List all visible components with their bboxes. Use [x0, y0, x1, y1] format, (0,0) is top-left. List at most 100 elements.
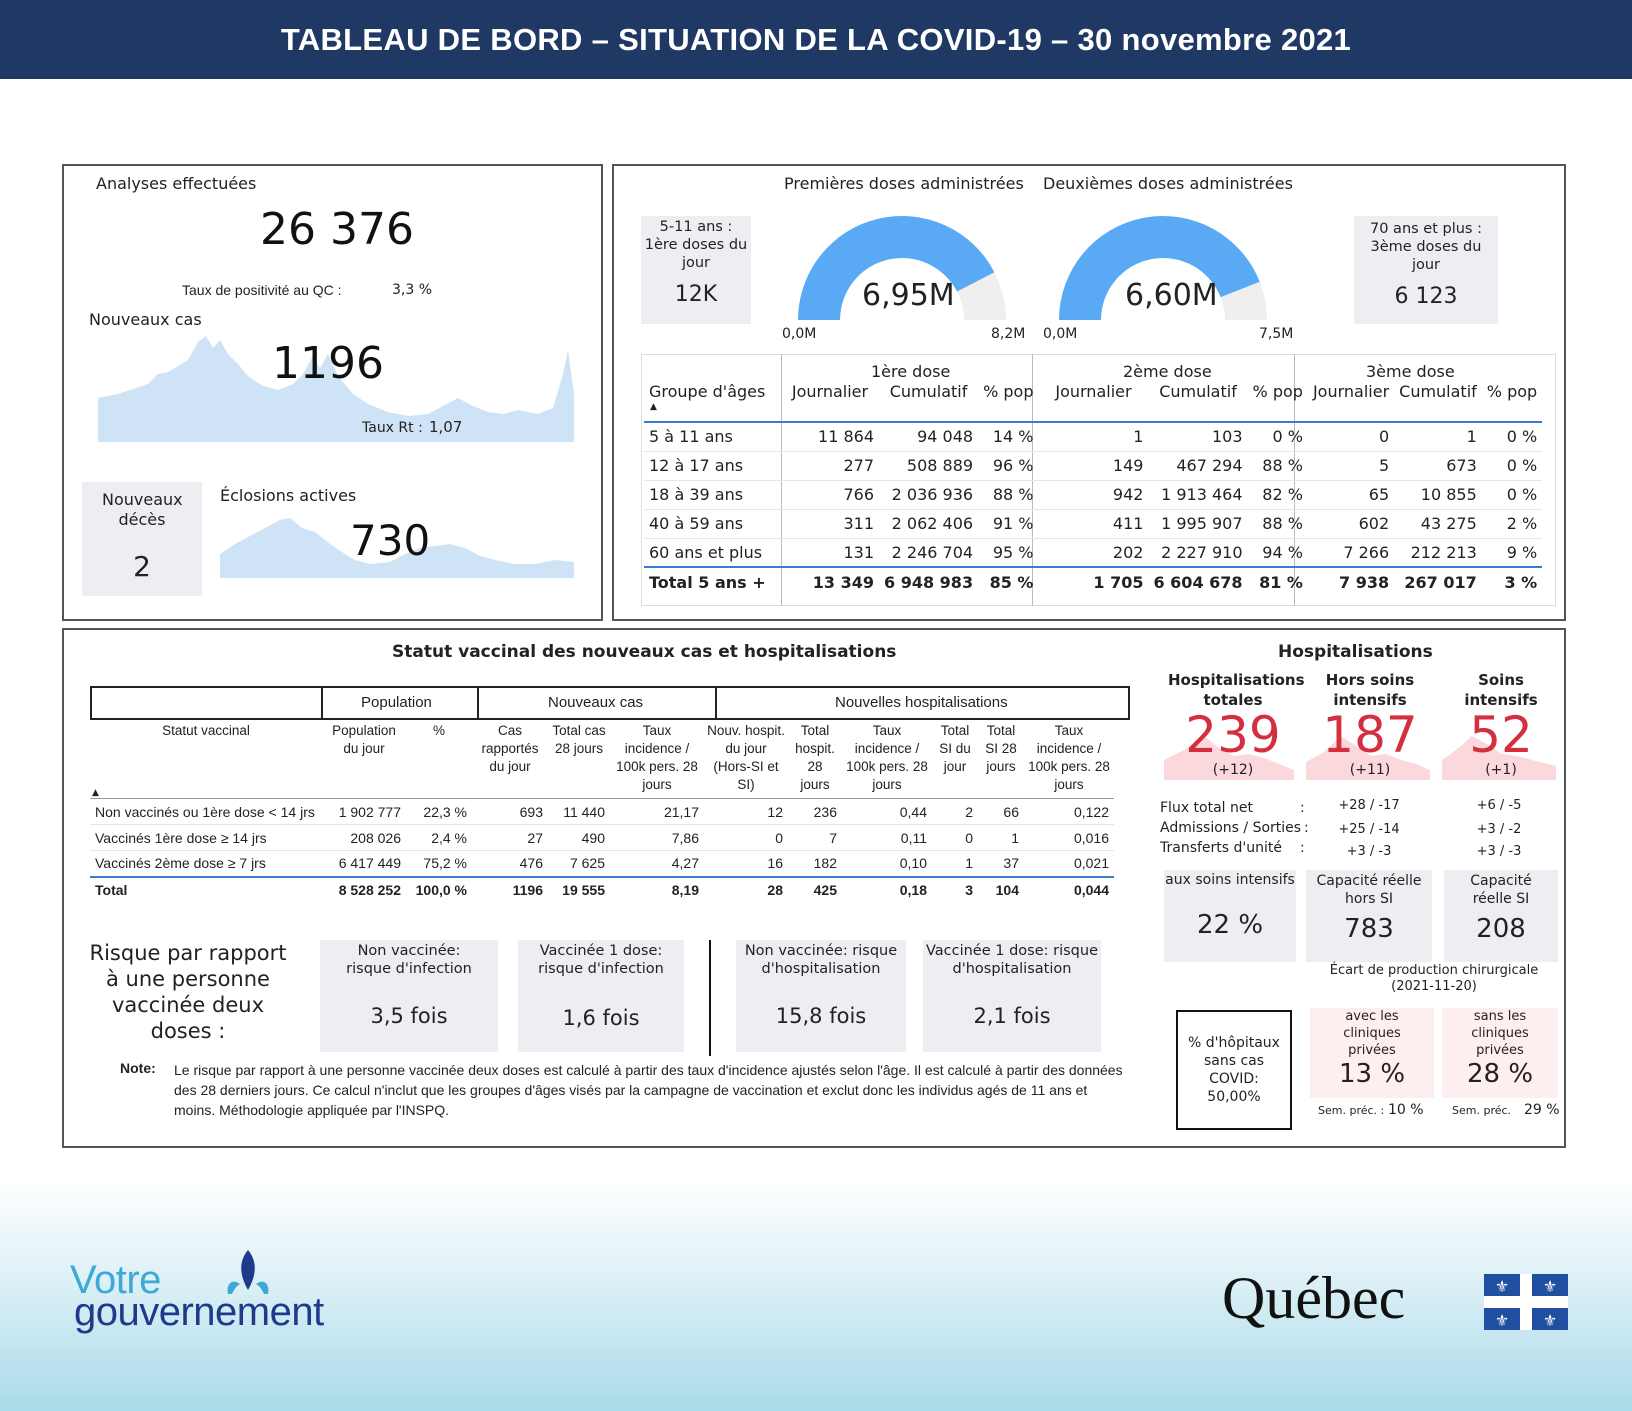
positivity-value: 3,3 %: [392, 282, 433, 298]
hosp-si-title: Soins intensifs: [1464, 671, 1538, 709]
vt-cell: 96 %: [992, 456, 1034, 475]
vt-col-header[interactable]: Cumulatif: [1399, 382, 1477, 401]
adm-total: +25 / -14: [1338, 822, 1400, 837]
sans-prev-value: 29 %: [1524, 1102, 1560, 1118]
cases-panel: Analyses effectuées 26 376 Taux de posit…: [62, 164, 603, 621]
vt-cell: 14 %: [992, 427, 1034, 447]
vt-cell: 0 %: [1506, 456, 1538, 475]
status-col-header[interactable]: Total SI 28 jours: [985, 723, 1017, 774]
kids-doses-label: 5-11 ans : 1ère doses du jour: [644, 219, 748, 271]
vt-row: 12 à 17 ans 277 508 889 96 % 149 467 294 88 % 5…: [644, 451, 1543, 480]
vt-total-cell: 6 604 678: [1153, 572, 1243, 592]
capacity-si-label: Capacité réelle SI: [1470, 873, 1532, 907]
quebec-flag-icon: ⚜ ⚜ ⚜ ⚜: [1484, 1274, 1568, 1330]
kids-doses-value: 12K: [674, 282, 718, 307]
vt-total-label: Total 5 ans +: [649, 572, 766, 592]
status-col-header[interactable]: Total hospit. 28 jours: [795, 723, 835, 792]
status-table: Non vaccinés ou 1ère dose < 14 jrs 1 902 …: [90, 798, 1114, 903]
vt-col-header[interactable]: Journalier: [1312, 382, 1390, 401]
transf-colon: :: [1300, 840, 1305, 856]
quebec-logo: Québec ⚜ ⚜ ⚜ ⚜: [1222, 1264, 1572, 1344]
status-total-cell: 104: [995, 882, 1019, 898]
vt-col-header[interactable]: Groupe d'âges: [649, 382, 766, 401]
risk-box-4-title: Vaccinée 1 dose: risque d'hospitalisatio…: [925, 943, 1099, 977]
status-cell: 0,016: [1073, 829, 1109, 846]
vt-col-header[interactable]: Journalier: [791, 382, 869, 401]
status-cell: 21,17: [663, 803, 699, 820]
quebec-wordmark: Québec: [1222, 1265, 1406, 1331]
status-col-header[interactable]: Population du jour: [332, 723, 396, 756]
hosp-si-sparkline: [1442, 736, 1556, 780]
vt-cell: 2 036 936: [891, 485, 974, 504]
vaccination-table: Groupe d'âges Journalier Cumulatif % pop Jou…: [644, 382, 1543, 596]
status-col-header[interactable]: Cas rapportés du jour: [481, 723, 539, 774]
vt-total-cell: 13 349: [812, 572, 874, 592]
sort-arrow-icon[interactable]: ▲: [650, 402, 657, 412]
vt-cell: 1: [1133, 427, 1144, 447]
vt-col-header[interactable]: % pop: [1252, 382, 1303, 401]
deces-title: Nouveaux décès: [102, 490, 183, 529]
status-col-header[interactable]: %: [432, 723, 445, 738]
vt-cell: 91 %: [992, 514, 1034, 533]
status-total-cell: 1196: [512, 882, 543, 898]
vt-age-group: 12 à 17 ans: [649, 456, 744, 475]
status-col-header[interactable]: Taux incidence / 100k pers. 28 jours: [616, 723, 698, 792]
vt-cell: 0 %: [1272, 427, 1303, 447]
status-label: Vaccinés 2ème dose ≥ 7 jrs: [95, 855, 266, 872]
vt-total-cell: 7 938: [1339, 572, 1390, 592]
vt-cell: 602: [1358, 514, 1390, 533]
vt-cell: 149: [1112, 456, 1144, 475]
status-col-header[interactable]: Taux incidence / 100k pers. 28 jours: [1028, 723, 1110, 792]
hosp-hors-si-delta: (+11): [1349, 762, 1391, 778]
vt-age-group: 40 à 59 ans: [649, 514, 744, 533]
vt-col-header[interactable]: % pop: [1486, 382, 1538, 401]
vt-divider-2: [1032, 354, 1033, 606]
status-col-header[interactable]: Statut vaccinal: [162, 723, 250, 738]
risk-box-1-value: 3,5 fois: [370, 1004, 448, 1028]
vt-cell: 88 %: [1262, 514, 1303, 533]
transf-label: Transferts d'unité: [1160, 840, 1283, 856]
vt-cell: 9 %: [1506, 542, 1538, 562]
vt-cell: 5: [1378, 456, 1390, 475]
status-col-header[interactable]: Nouv. hospit. du jour (Hors-SI et SI): [707, 723, 785, 792]
status-cell: 0,021: [1073, 855, 1109, 872]
vt-cell: 0: [1378, 427, 1390, 447]
hosp-total-sparkline: [1164, 736, 1294, 780]
svg-text:⚜: ⚜: [1543, 1311, 1557, 1330]
vt-total-cell: 81 %: [1259, 572, 1303, 592]
status-cell: 11 440: [563, 803, 605, 820]
status-total-cell: 28: [767, 882, 783, 898]
vt-col-header[interactable]: Cumulatif: [1159, 382, 1237, 401]
vt-col-header[interactable]: Journalier: [1055, 382, 1132, 401]
vt-age-group: 60 ans et plus: [649, 542, 763, 562]
status-total-cell: 0,044: [1073, 882, 1109, 898]
status-cell: 208 026: [350, 829, 401, 846]
vt-cell: 467 294: [1176, 456, 1243, 475]
adm-label: Admissions / Sorties: [1160, 820, 1302, 836]
pct-hopitaux-box: % d'hôpitaux sans cas COVID: 50,00%: [1176, 1010, 1292, 1130]
status-col-header[interactable]: Total cas 28 jours: [552, 723, 606, 756]
flux-colon: :: [1300, 800, 1305, 816]
first-doses-title: Premières doses administrées: [784, 174, 1024, 193]
status-total-cell: 8 528 252: [338, 882, 401, 898]
avec-prev-label: Sem. préc. :: [1318, 1104, 1385, 1117]
status-col-header[interactable]: Total SI du jour: [939, 723, 971, 774]
sans-cliniques-box: sans les cliniques privées 28 %: [1442, 1008, 1558, 1098]
risk-box-3-title: Non vaccinée: risque d'hospitalisation: [744, 943, 898, 977]
status-label: Non vaccinés ou 1ère dose < 14 jrs: [95, 803, 315, 820]
status-sort-arrow-icon[interactable]: ▲: [92, 788, 99, 798]
analyses-title: Analyses effectuées: [96, 174, 257, 193]
deces-box: Nouveaux décès 2: [82, 482, 202, 596]
status-col-header[interactable]: Taux incidence / 100k pers. 28 jours: [846, 723, 928, 792]
group-nouveaux-cas: Nouveaux cas: [548, 694, 644, 711]
status-row: Vaccinés 2ème dose ≥ 7 jrs 6 417 449 75,2 …: [90, 851, 1114, 877]
first-doses-gauge: [798, 216, 1006, 320]
dashboard-title: TABLEAU DE BORD – SITUATION DE LA COVID-…: [0, 0, 1632, 79]
capacity-si-box: Capacité réelle SI 208: [1444, 870, 1558, 962]
vt-col-header[interactable]: % pop: [983, 382, 1034, 401]
vt-total-cell: 1 705: [1093, 572, 1144, 592]
status-group-header-frame: [90, 686, 1130, 720]
votre-text: Votre: [70, 1258, 161, 1302]
vt-col-header[interactable]: Cumulatif: [889, 382, 968, 401]
note-label: Note:: [120, 1060, 156, 1076]
